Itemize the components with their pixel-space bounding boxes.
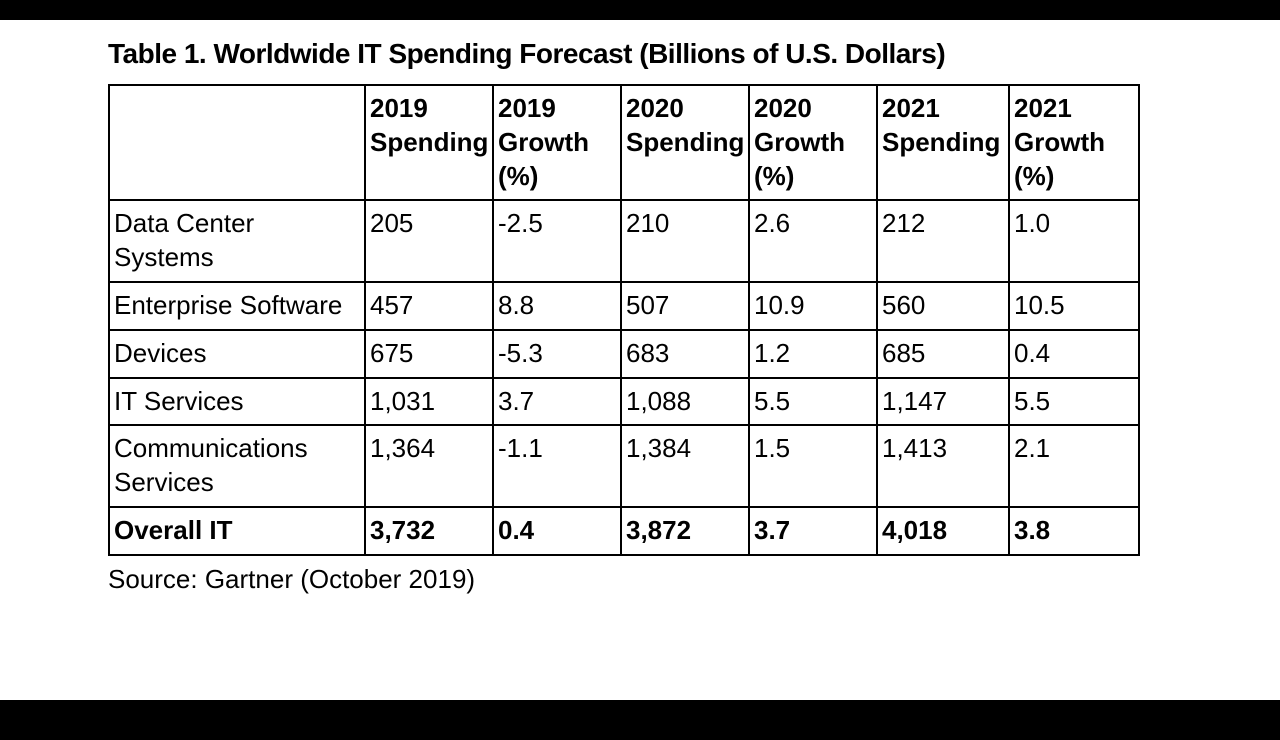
col-header: 2020 Growth (%): [749, 85, 877, 200]
cell: 5.5: [1009, 378, 1139, 426]
col-header: 2021 Growth (%): [1009, 85, 1139, 200]
table-row: Devices675-5.36831.26850.4: [109, 330, 1139, 378]
cell: 3.7: [749, 507, 877, 555]
table-body: Data Center Systems205-2.52102.62121.0En…: [109, 200, 1139, 554]
row-label: Enterprise Software: [109, 282, 365, 330]
table-row: Data Center Systems205-2.52102.62121.0: [109, 200, 1139, 282]
col-header: [109, 85, 365, 200]
row-label: Devices: [109, 330, 365, 378]
col-header: 2020 Spending: [621, 85, 749, 200]
table-row: Enterprise Software4578.850710.956010.5: [109, 282, 1139, 330]
table-header-row: 2019 Spending 2019 Growth (%) 2020 Spend…: [109, 85, 1139, 200]
cell: 212: [877, 200, 1009, 282]
cell: 2.6: [749, 200, 877, 282]
cell: 0.4: [493, 507, 621, 555]
cell: 457: [365, 282, 493, 330]
cell: 4,018: [877, 507, 1009, 555]
cell: 1,384: [621, 425, 749, 507]
row-label: Data Center Systems: [109, 200, 365, 282]
cell: 3.7: [493, 378, 621, 426]
cell: 675: [365, 330, 493, 378]
cell: -5.3: [493, 330, 621, 378]
col-header: 2019 Growth (%): [493, 85, 621, 200]
cell: 1.5: [749, 425, 877, 507]
cell: 3,872: [621, 507, 749, 555]
cell: 1,364: [365, 425, 493, 507]
cell: 507: [621, 282, 749, 330]
cell: 1,031: [365, 378, 493, 426]
table-row: IT Services1,0313.71,0885.51,1475.5: [109, 378, 1139, 426]
cell: 0.4: [1009, 330, 1139, 378]
table-title: Table 1. Worldwide IT Spending Forecast …: [108, 38, 1180, 70]
cell: 1,147: [877, 378, 1009, 426]
cell: 1,413: [877, 425, 1009, 507]
spending-table: 2019 Spending 2019 Growth (%) 2020 Spend…: [108, 84, 1140, 556]
col-header: 2019 Spending: [365, 85, 493, 200]
row-label: IT Services: [109, 378, 365, 426]
cell: 10.5: [1009, 282, 1139, 330]
cell: 210: [621, 200, 749, 282]
source-line: Source: Gartner (October 2019): [108, 564, 1180, 595]
cell: 1.2: [749, 330, 877, 378]
row-label: Overall IT: [109, 507, 365, 555]
row-label: Communications Services: [109, 425, 365, 507]
col-header: 2021 Spending: [877, 85, 1009, 200]
cell: 683: [621, 330, 749, 378]
cell: 2.1: [1009, 425, 1139, 507]
table-row: Overall IT3,7320.43,8723.74,0183.8: [109, 507, 1139, 555]
cell: -2.5: [493, 200, 621, 282]
cell: 1.0: [1009, 200, 1139, 282]
cell: 10.9: [749, 282, 877, 330]
cell: 685: [877, 330, 1009, 378]
table-row: Communications Services1,364-1.11,3841.5…: [109, 425, 1139, 507]
cell: 1,088: [621, 378, 749, 426]
cell: 3,732: [365, 507, 493, 555]
cell: 560: [877, 282, 1009, 330]
page-container: Table 1. Worldwide IT Spending Forecast …: [0, 20, 1280, 700]
cell: 3.8: [1009, 507, 1139, 555]
cell: -1.1: [493, 425, 621, 507]
cell: 5.5: [749, 378, 877, 426]
cell: 205: [365, 200, 493, 282]
cell: 8.8: [493, 282, 621, 330]
